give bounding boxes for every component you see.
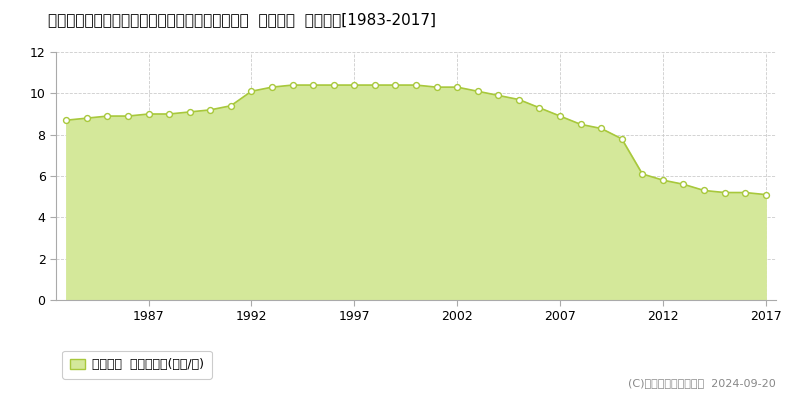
Point (369, 82, 382, 88)
Point (142, 111, 155, 117)
Point (698, 187, 710, 194)
Point (245, 88, 258, 94)
Point (348, 82, 361, 88)
Point (286, 82, 299, 88)
Point (162, 111, 175, 117)
Point (60, 117, 73, 124)
Point (183, 109, 196, 115)
Point (306, 82, 319, 88)
Text: 徳島県鳴門市鳴門町土佐泊浦字高砂１７７番４外  公示地価  地価推移[1983-2017]: 徳島県鳴門市鳴門町土佐泊浦字高砂１７７番４外 公示地価 地価推移[1983-20… (48, 12, 436, 27)
Point (677, 181, 690, 188)
Point (759, 192, 772, 198)
Point (204, 107, 217, 113)
Point (594, 125, 607, 132)
Point (471, 88, 484, 94)
Point (615, 136, 628, 142)
Point (266, 84, 278, 90)
Point (430, 84, 443, 90)
Point (101, 113, 114, 119)
Point (574, 121, 587, 128)
Text: (C)土地価格ドットコム  2024-09-20: (C)土地価格ドットコム 2024-09-20 (628, 378, 776, 388)
Point (410, 82, 422, 88)
Point (718, 189, 731, 196)
Point (450, 84, 463, 90)
Point (81, 115, 94, 121)
Point (225, 102, 238, 109)
Point (636, 171, 649, 177)
Point (657, 177, 670, 183)
Point (389, 82, 402, 88)
Point (122, 113, 134, 119)
Point (327, 82, 340, 88)
Legend: 公示地価  平均坪単価(万円/坪): 公示地価 平均坪単価(万円/坪) (62, 351, 212, 379)
Point (513, 96, 526, 103)
Point (533, 104, 546, 111)
Point (492, 92, 505, 98)
Point (738, 189, 751, 196)
Point (554, 113, 566, 119)
